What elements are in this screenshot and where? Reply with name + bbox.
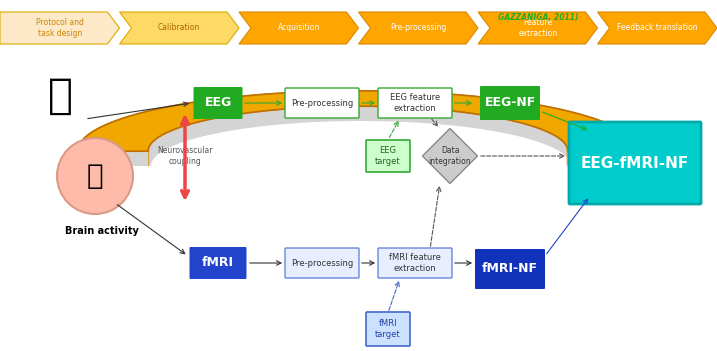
FancyBboxPatch shape xyxy=(189,247,247,279)
Text: Pre-processing: Pre-processing xyxy=(291,99,353,107)
FancyBboxPatch shape xyxy=(285,88,359,118)
Text: 👤: 👤 xyxy=(47,75,72,117)
Text: EEG: EEG xyxy=(204,97,232,110)
Text: 🧠: 🧠 xyxy=(87,162,103,190)
Circle shape xyxy=(57,138,133,214)
Text: EEG-NF: EEG-NF xyxy=(485,97,536,110)
Text: Pre-processing: Pre-processing xyxy=(390,24,447,33)
Text: Neurovascular
coupling: Neurovascular coupling xyxy=(157,146,213,166)
Polygon shape xyxy=(358,12,478,44)
Text: Feedback translation: Feedback translation xyxy=(617,24,698,33)
Text: Calibration: Calibration xyxy=(158,24,200,33)
Text: fMRI feature
extraction: fMRI feature extraction xyxy=(389,253,441,273)
FancyBboxPatch shape xyxy=(194,87,242,119)
Text: fMRI-NF: fMRI-NF xyxy=(482,263,538,276)
Text: Data
integration: Data integration xyxy=(429,146,471,166)
Polygon shape xyxy=(0,12,120,44)
FancyBboxPatch shape xyxy=(366,140,410,172)
FancyBboxPatch shape xyxy=(366,312,410,346)
FancyBboxPatch shape xyxy=(378,248,452,278)
Text: Pre-processing: Pre-processing xyxy=(291,258,353,267)
FancyBboxPatch shape xyxy=(378,88,452,118)
FancyBboxPatch shape xyxy=(475,249,545,289)
Polygon shape xyxy=(597,12,717,44)
Polygon shape xyxy=(78,91,638,151)
Text: Feature
extraction: Feature extraction xyxy=(518,18,557,38)
FancyBboxPatch shape xyxy=(285,248,359,278)
Text: fMRI
target: fMRI target xyxy=(375,319,401,339)
Text: EEG-fMRI-NF: EEG-fMRI-NF xyxy=(581,155,689,171)
Text: GAZZANIGA, 2011): GAZZANIGA, 2011) xyxy=(498,13,579,22)
Text: Protocol and
task design: Protocol and task design xyxy=(36,18,84,38)
Polygon shape xyxy=(78,91,638,151)
FancyBboxPatch shape xyxy=(480,86,540,120)
Polygon shape xyxy=(120,12,239,44)
Text: fMRI: fMRI xyxy=(202,257,234,270)
Polygon shape xyxy=(422,128,478,184)
Polygon shape xyxy=(81,106,641,166)
Text: EEG feature
extraction: EEG feature extraction xyxy=(390,93,440,113)
FancyBboxPatch shape xyxy=(569,122,701,204)
Polygon shape xyxy=(638,123,668,161)
Text: Acquisition: Acquisition xyxy=(277,24,320,33)
Text: EEG
target: EEG target xyxy=(375,146,401,166)
Polygon shape xyxy=(478,12,597,44)
Text: Brain activity: Brain activity xyxy=(65,226,139,236)
Polygon shape xyxy=(239,12,358,44)
